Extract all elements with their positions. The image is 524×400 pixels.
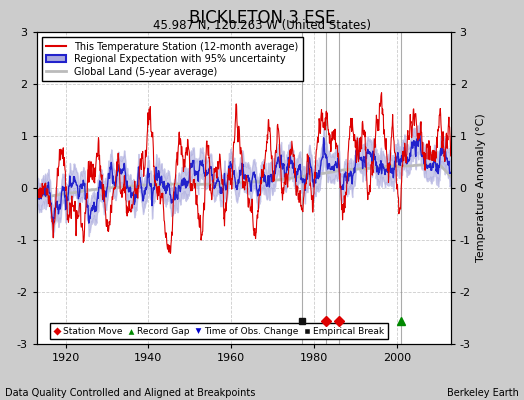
Text: BICKLETON 3 ESE: BICKLETON 3 ESE [189,9,335,27]
Y-axis label: Temperature Anomaly (°C): Temperature Anomaly (°C) [476,114,486,262]
Text: Data Quality Controlled and Aligned at Breakpoints: Data Quality Controlled and Aligned at B… [5,388,256,398]
Legend: Station Move, Record Gap, Time of Obs. Change, Empirical Break: Station Move, Record Gap, Time of Obs. C… [50,323,388,340]
Text: Berkeley Earth: Berkeley Earth [447,388,519,398]
Text: 45.987 N, 120.263 W (United States): 45.987 N, 120.263 W (United States) [153,19,371,32]
